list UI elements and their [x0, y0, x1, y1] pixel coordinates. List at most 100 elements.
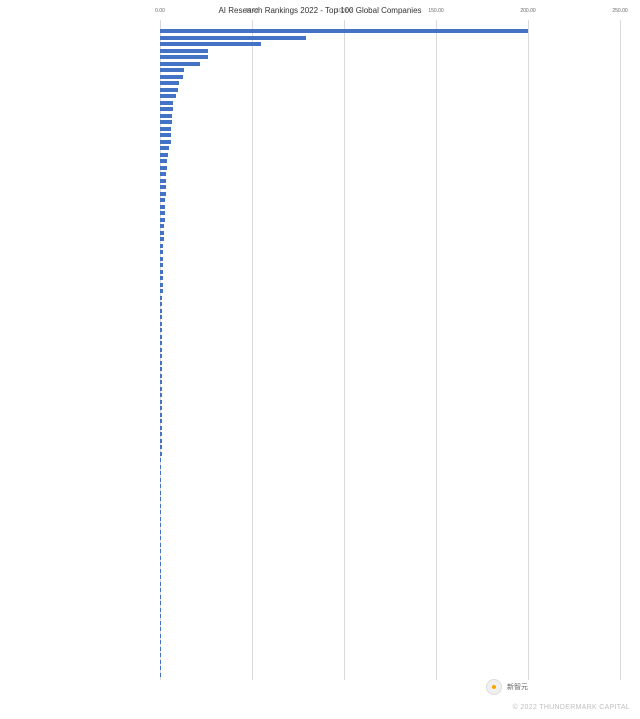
bar [160, 634, 161, 638]
bar [160, 536, 161, 540]
bar [160, 406, 162, 410]
bar [160, 172, 166, 176]
bar [160, 549, 161, 553]
bar [160, 237, 164, 241]
bar [160, 283, 163, 287]
bar [160, 471, 161, 475]
bar [160, 198, 165, 202]
bar [160, 374, 162, 378]
bar [160, 582, 161, 586]
gridline [344, 20, 345, 680]
bar [160, 81, 179, 85]
source-logo: 新智元 [486, 679, 528, 695]
bar [160, 218, 165, 222]
bar [160, 523, 161, 527]
bar [160, 309, 162, 313]
bar [160, 348, 162, 352]
bar [160, 224, 164, 228]
bar [160, 315, 162, 319]
bar [160, 419, 162, 423]
bar [160, 484, 161, 488]
bar [160, 166, 167, 170]
bar [160, 660, 161, 664]
bar [160, 276, 163, 280]
gridline [436, 20, 437, 680]
bar [160, 380, 162, 384]
bar [160, 55, 208, 59]
gridline [528, 20, 529, 680]
bar [160, 556, 161, 560]
bar [160, 621, 161, 625]
bar [160, 367, 162, 371]
bar [160, 68, 184, 72]
bar [160, 94, 176, 98]
bar [160, 413, 162, 417]
bar [160, 569, 161, 573]
bar [160, 185, 166, 189]
bar [160, 179, 166, 183]
bar [160, 270, 163, 274]
bar [160, 159, 167, 163]
bar [160, 497, 161, 501]
bar [160, 354, 162, 358]
bar [160, 673, 161, 677]
bar [160, 452, 162, 456]
bar [160, 530, 161, 534]
source-logo-text: 新智元 [507, 684, 528, 691]
bar [160, 478, 161, 482]
x-tick-label: 100.00 [336, 8, 351, 14]
bar [160, 595, 161, 599]
x-tick-label: 50.00 [246, 8, 259, 14]
chart-title: AI Research Rankings 2022 - Top 100 Glob… [0, 0, 640, 15]
bar [160, 75, 183, 79]
x-tick-label: 200.00 [520, 8, 535, 14]
bar [160, 361, 162, 365]
bar [160, 296, 162, 300]
bar [160, 231, 164, 235]
x-tick-label: 250.00 [612, 8, 627, 14]
copyright-text: © 2022 THUNDERMARK CAPITAL [513, 704, 630, 711]
bar [160, 101, 173, 105]
bar [160, 601, 161, 605]
bar [160, 205, 165, 209]
source-logo-icon [486, 679, 502, 695]
bar [160, 647, 161, 651]
bar [160, 575, 161, 579]
bar [160, 322, 162, 326]
bar [160, 393, 162, 397]
bar [160, 127, 171, 131]
bar [160, 588, 161, 592]
bar [160, 387, 162, 391]
bar [160, 614, 161, 618]
gridline [620, 20, 621, 680]
bar [160, 250, 163, 254]
bar [160, 341, 162, 345]
bar [160, 465, 161, 469]
bar [160, 257, 163, 261]
bar [160, 426, 162, 430]
page: AI Research Rankings 2022 - Top 100 Glob… [0, 0, 640, 719]
bar [160, 289, 163, 293]
bar [160, 491, 161, 495]
bar [160, 445, 162, 449]
bar [160, 653, 161, 657]
bar [160, 133, 171, 137]
bar [160, 335, 162, 339]
bar [160, 543, 161, 547]
bar [160, 517, 161, 521]
bar [160, 107, 173, 111]
bar [160, 608, 161, 612]
bar [160, 192, 166, 196]
bar [160, 62, 200, 66]
bar [160, 49, 208, 53]
bar [160, 510, 161, 514]
bar [160, 328, 162, 332]
bar [160, 42, 261, 46]
bar [160, 36, 306, 40]
bar [160, 146, 169, 150]
bar [160, 302, 162, 306]
bar [160, 244, 163, 248]
gridline [252, 20, 253, 680]
x-tick-label: 0.00 [155, 8, 165, 14]
chart-area: 0.0050.00100.00150.00200.00250.001. Goog… [160, 20, 620, 680]
